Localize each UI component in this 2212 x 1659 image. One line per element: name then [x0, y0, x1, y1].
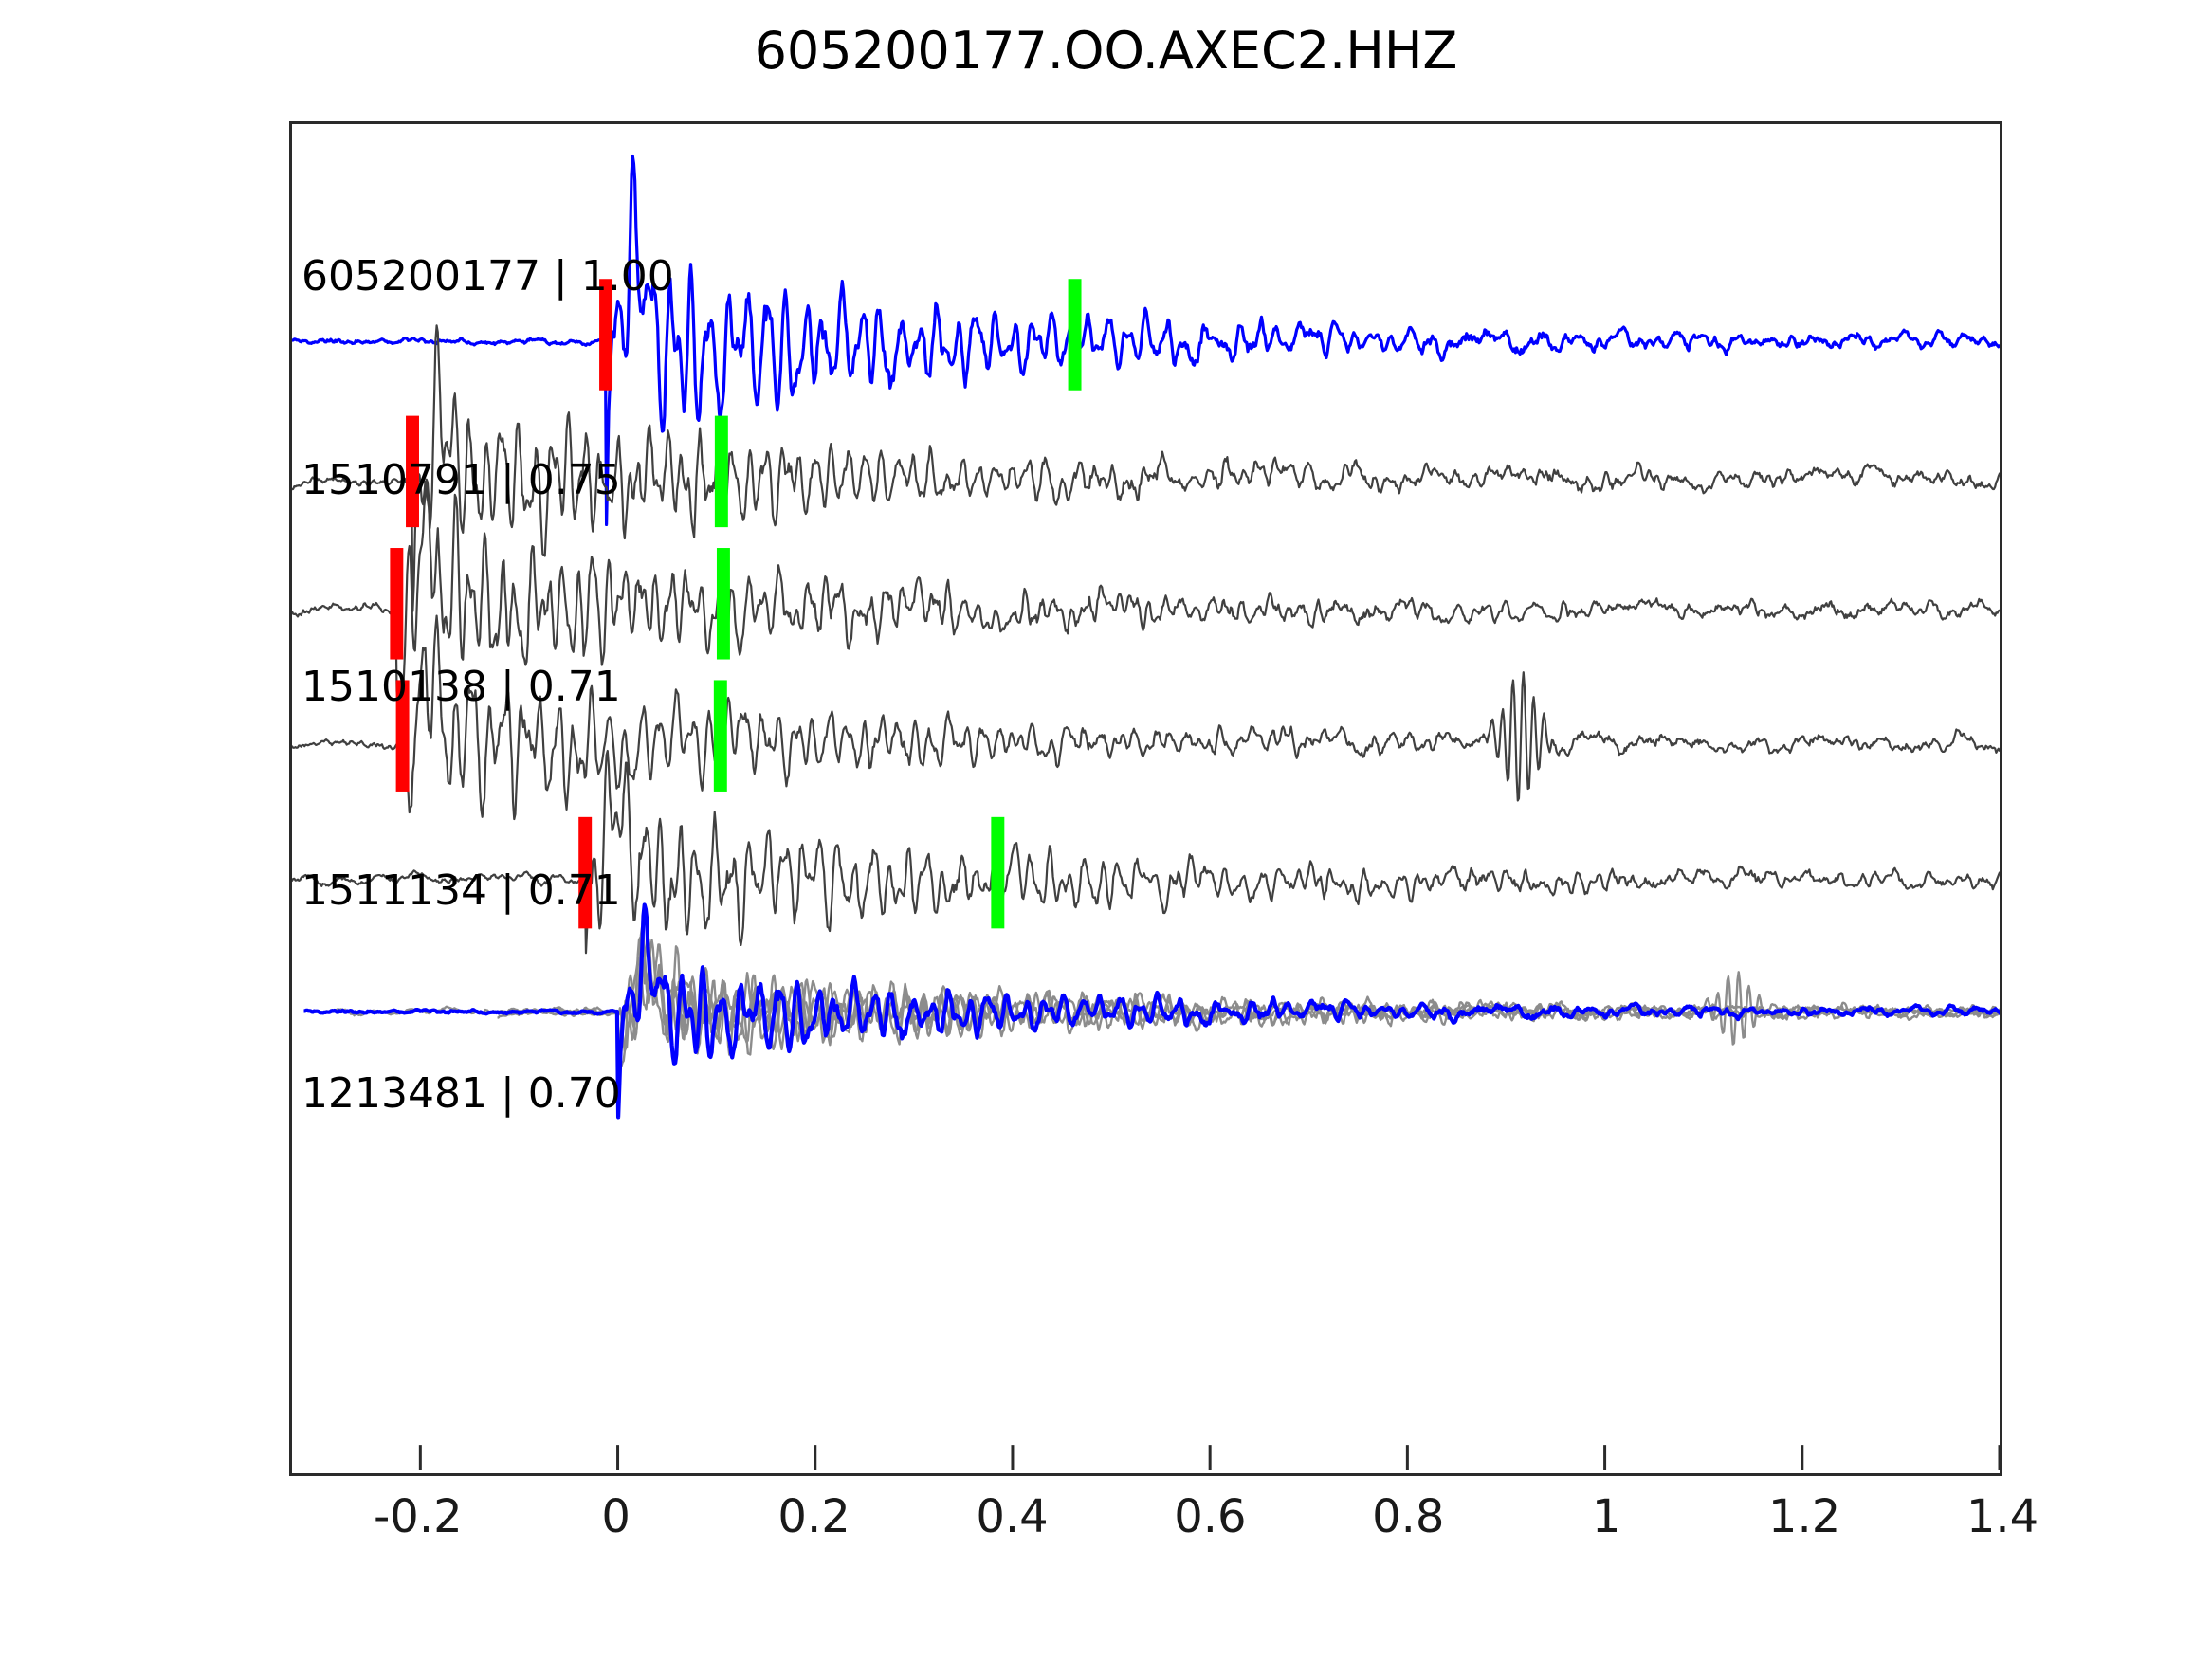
- pick-marker-s-605200177[interactable]: [1068, 279, 1082, 391]
- pick-marker-p-1213481[interactable]: [578, 816, 593, 929]
- pick-marker-p-605200177[interactable]: [599, 279, 613, 391]
- waveform-trace-1510791: [292, 324, 2000, 612]
- page-title: 605200177.OO.AXEC2.HHZ: [754, 21, 1458, 81]
- picks-group: [390, 279, 1082, 929]
- trace-label-1511134: 1511134 | 0.71: [302, 866, 621, 915]
- pick-marker-p-1511134[interactable]: [395, 680, 410, 792]
- x-tick-label-5: 0.8: [1372, 1490, 1445, 1543]
- pick-marker-s-1511134[interactable]: [713, 680, 727, 792]
- waveform-trace-1510138: [292, 478, 2000, 712]
- waveform-canvas: [292, 154, 2000, 1471]
- pick-marker-p-1510138[interactable]: [390, 548, 404, 660]
- stack-trace-1511134: [506, 939, 2000, 1056]
- x-tick-label-3: 0.4: [976, 1490, 1049, 1543]
- x-tick-label-6: 1: [1591, 1490, 1621, 1543]
- traces-group: [292, 154, 2000, 1120]
- x-axis-ticks: [418, 1445, 2000, 1471]
- x-tick-label-1: 0: [601, 1490, 631, 1543]
- x-tick-label-8: 1.4: [1965, 1490, 2039, 1543]
- pick-marker-s-1510791[interactable]: [714, 415, 728, 528]
- waveform-trace-1213481: [292, 749, 2000, 955]
- x-tick-label-0: -0.2: [373, 1490, 463, 1543]
- x-tick-label-4: 0.6: [1174, 1490, 1247, 1543]
- x-tick-label-7: 1.2: [1767, 1490, 1841, 1543]
- pick-marker-p-1510791[interactable]: [406, 415, 419, 528]
- x-axis-tick-labels: -0.2 0 0.2 0.4 0.6 0.8 1 1.2 1.4: [289, 1490, 2038, 1557]
- pick-marker-s-1213481[interactable]: [991, 816, 1005, 929]
- aligned-stack-panel: [302, 902, 2000, 1120]
- x-tick-label-2: 0.2: [777, 1490, 850, 1543]
- trace-label-1510138: 1510138 | 0.71: [302, 663, 621, 711]
- plot-area: [289, 121, 2002, 1476]
- stack-trace-template-605200177: [302, 902, 2000, 1120]
- waveform-trace-1511134: [292, 614, 2000, 821]
- pick-marker-s-1510138[interactable]: [716, 548, 730, 660]
- trace-label-1510791: 1510791 | 0.75: [302, 456, 621, 504]
- trace-label-605200177: 605200177 | 1.00: [302, 252, 674, 301]
- waveform-trace-605200177: [292, 154, 2000, 527]
- trace-label-1213481: 1213481 | 0.70: [302, 1069, 621, 1118]
